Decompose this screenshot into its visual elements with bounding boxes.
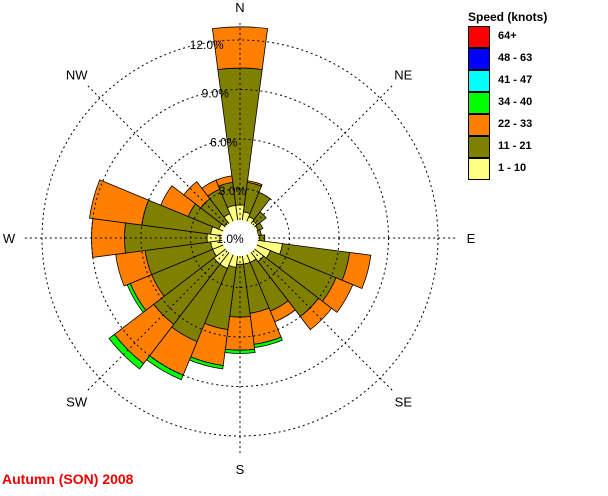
speed-band xyxy=(89,179,150,226)
legend-item: 64+ xyxy=(464,26,564,48)
legend-swatch xyxy=(468,158,490,180)
legend-label: 48 - 63 xyxy=(498,52,533,64)
direction-label: S xyxy=(236,462,245,477)
legend-swatch xyxy=(468,70,490,92)
speed-band xyxy=(246,180,263,187)
direction-label: W xyxy=(3,231,16,246)
speed-band xyxy=(252,211,267,226)
ring-label: 12.0% xyxy=(190,38,224,52)
legend-item: 1 - 10 xyxy=(464,158,564,180)
legend-item: 34 - 40 xyxy=(464,92,564,114)
legend-item: 48 - 63 xyxy=(464,48,564,70)
calm-circle xyxy=(221,219,259,257)
grid-group xyxy=(22,20,458,456)
chart-title: Autumn (SON) 2008 xyxy=(2,471,134,487)
legend-label: 22 - 33 xyxy=(498,118,533,130)
direction-label: NE xyxy=(394,68,412,83)
grid-spoke xyxy=(252,83,395,226)
direction-label: E xyxy=(467,231,476,246)
grid-spoke xyxy=(252,250,395,393)
speed-band xyxy=(160,185,197,218)
ring-label: 6.0% xyxy=(210,135,238,149)
speed-band xyxy=(215,175,234,187)
speed-band xyxy=(341,251,372,290)
speed-band xyxy=(255,222,264,231)
speed-band xyxy=(321,277,354,313)
wind-sector xyxy=(89,179,241,239)
legend-label: 41 - 47 xyxy=(498,74,533,86)
legend-swatch xyxy=(468,114,490,136)
legend-label: 64+ xyxy=(498,30,517,42)
legend: Speed (knots) 64+ 48 - 63 41 - 47 34 - 4… xyxy=(464,8,564,180)
speed-band xyxy=(108,333,145,370)
wind-sector xyxy=(239,237,372,290)
legend-label: 1 - 10 xyxy=(498,162,527,174)
ring-label: 9.0% xyxy=(202,87,230,101)
direction-label: SE xyxy=(395,394,413,409)
direction-label: NW xyxy=(66,68,88,83)
legend-label: 11 - 21 xyxy=(498,140,532,152)
label-group: 3.0% 6.0% 9.0% 12.0% 1.0% N NE E SE S SW W NW xyxy=(3,0,476,477)
direction-label: SW xyxy=(66,394,88,409)
legend-item: 41 - 47 xyxy=(464,70,564,92)
direction-label: N xyxy=(235,0,244,15)
grid-spoke xyxy=(85,83,228,226)
legend-title: Speed (knots) xyxy=(468,10,548,24)
legend-swatch xyxy=(468,92,490,114)
legend-label: 34 - 40 xyxy=(498,96,533,108)
grid-spoke xyxy=(85,250,228,393)
calm-label: 1.0% xyxy=(216,232,244,246)
speed-band xyxy=(299,297,333,331)
legend-item: 11 - 21 xyxy=(464,136,564,158)
grid-ring xyxy=(41,39,439,437)
wind-sector xyxy=(188,237,241,370)
sector-group xyxy=(89,26,372,381)
legend-swatch xyxy=(468,48,490,70)
legend-swatch xyxy=(468,26,490,48)
legend-item: 22 - 33 xyxy=(464,114,564,136)
ring-label: 3.0% xyxy=(219,184,247,198)
legend-swatch xyxy=(468,136,490,158)
